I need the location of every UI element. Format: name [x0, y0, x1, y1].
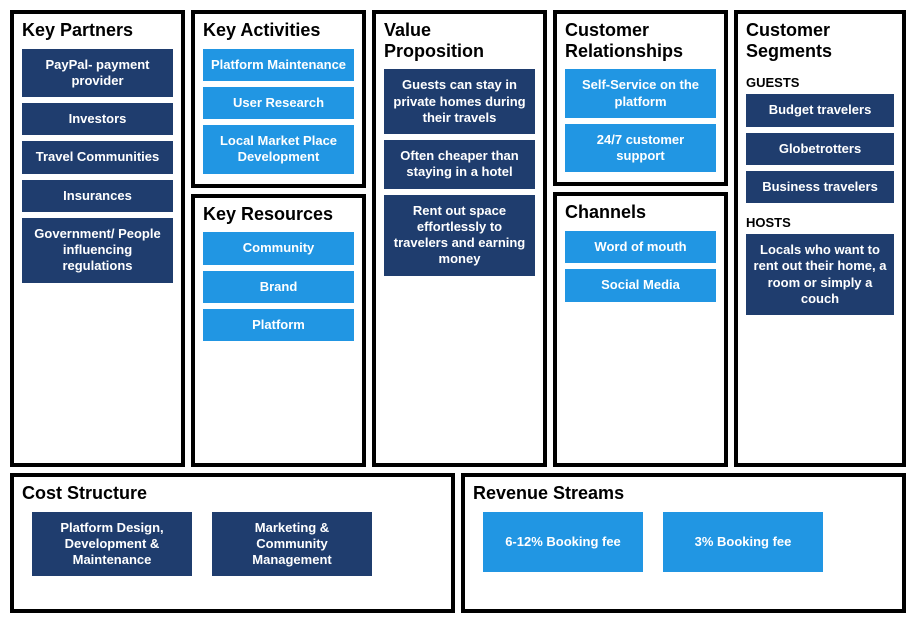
col-relationships-channels: Customer Relationships Self-Service on t… — [553, 10, 728, 467]
block-key-partners: Key Partners PayPal- payment provider In… — [10, 10, 185, 467]
item-channels: Word of mouth — [565, 231, 716, 263]
item-key-partners: Investors — [22, 103, 173, 135]
items-key-resources: Community Brand Platform — [203, 232, 354, 341]
item-key-partners: Travel Communities — [22, 141, 173, 173]
block-value-proposition: Value Proposition Guests can stay in pri… — [372, 10, 547, 467]
block-cost-structure: Cost Structure Platform Design, Developm… — [10, 473, 455, 613]
block-key-activities: Key Activities Platform Maintenance User… — [191, 10, 366, 188]
item-revenue-streams: 6-12% Booking fee — [483, 512, 643, 572]
item-customer-segments: Business travelers — [746, 171, 894, 203]
items-key-partners: PayPal- payment provider Investors Trave… — [22, 49, 173, 283]
item-revenue-streams: 3% Booking fee — [663, 512, 823, 572]
item-key-activities: User Research — [203, 87, 354, 119]
business-model-canvas: Key Partners PayPal- payment provider In… — [10, 10, 906, 613]
col-value-proposition: Value Proposition Guests can stay in pri… — [372, 10, 547, 467]
item-key-resources: Platform — [203, 309, 354, 341]
item-customer-segments: Budget travelers — [746, 94, 894, 126]
item-customer-relationships: 24/7 customer support — [565, 124, 716, 173]
item-key-activities: Local Market Place Development — [203, 125, 354, 174]
item-key-partners: PayPal- payment provider — [22, 49, 173, 98]
item-key-activities: Platform Maintenance — [203, 49, 354, 81]
item-channels: Social Media — [565, 269, 716, 301]
title-customer-relationships: Customer Relationships — [565, 20, 716, 61]
title-customer-segments: Customer Segments — [746, 20, 894, 61]
items-cost-structure: Platform Design, Development & Maintenan… — [22, 512, 443, 577]
title-key-activities: Key Activities — [203, 20, 354, 41]
item-customer-segments: Globetrotters — [746, 133, 894, 165]
title-value-proposition: Value Proposition — [384, 20, 535, 61]
title-key-resources: Key Resources — [203, 204, 354, 225]
sublabel-guests: GUESTS — [746, 75, 894, 90]
items-customer-relationships: Self-Service on the platform 24/7 custom… — [565, 69, 716, 172]
item-key-resources: Brand — [203, 271, 354, 303]
title-cost-structure: Cost Structure — [22, 483, 443, 504]
items-segments-guests: Budget travelers Globetrotters Business … — [746, 94, 894, 203]
item-cost-structure: Marketing & Community Management — [212, 512, 372, 577]
item-cost-structure: Platform Design, Development & Maintenan… — [32, 512, 192, 577]
canvas-bottom-row: Cost Structure Platform Design, Developm… — [10, 473, 906, 613]
block-revenue-streams: Revenue Streams 6-12% Booking fee 3% Boo… — [461, 473, 906, 613]
item-key-partners: Insurances — [22, 180, 173, 212]
item-key-resources: Community — [203, 232, 354, 264]
item-customer-segments: Locals who want to rent out their home, … — [746, 234, 894, 315]
col-key-partners: Key Partners PayPal- payment provider In… — [10, 10, 185, 467]
items-key-activities: Platform Maintenance User Research Local… — [203, 49, 354, 174]
items-value-proposition: Guests can stay in private homes during … — [384, 69, 535, 275]
items-segments-hosts: Locals who want to rent out their home, … — [746, 234, 894, 315]
items-channels: Word of mouth Social Media — [565, 231, 716, 302]
item-customer-relationships: Self-Service on the platform — [565, 69, 716, 118]
title-channels: Channels — [565, 202, 716, 223]
col-activities-resources: Key Activities Platform Maintenance User… — [191, 10, 366, 467]
item-value-proposition: Rent out space effortlessly to travelers… — [384, 195, 535, 276]
item-value-proposition: Often cheaper than staying in a hotel — [384, 140, 535, 189]
title-key-partners: Key Partners — [22, 20, 173, 41]
sublabel-hosts: HOSTS — [746, 215, 894, 230]
block-customer-segments: Customer Segments GUESTS Budget traveler… — [734, 10, 906, 467]
items-revenue-streams: 6-12% Booking fee 3% Booking fee — [473, 512, 894, 572]
block-key-resources: Key Resources Community Brand Platform — [191, 194, 366, 467]
item-key-partners: Government/ People influencing regulatio… — [22, 218, 173, 283]
item-value-proposition: Guests can stay in private homes during … — [384, 69, 535, 134]
canvas-top-row: Key Partners PayPal- payment provider In… — [10, 10, 906, 467]
title-revenue-streams: Revenue Streams — [473, 483, 894, 504]
block-customer-relationships: Customer Relationships Self-Service on t… — [553, 10, 728, 186]
col-customer-segments: Customer Segments GUESTS Budget traveler… — [734, 10, 906, 467]
block-channels: Channels Word of mouth Social Media — [553, 192, 728, 467]
